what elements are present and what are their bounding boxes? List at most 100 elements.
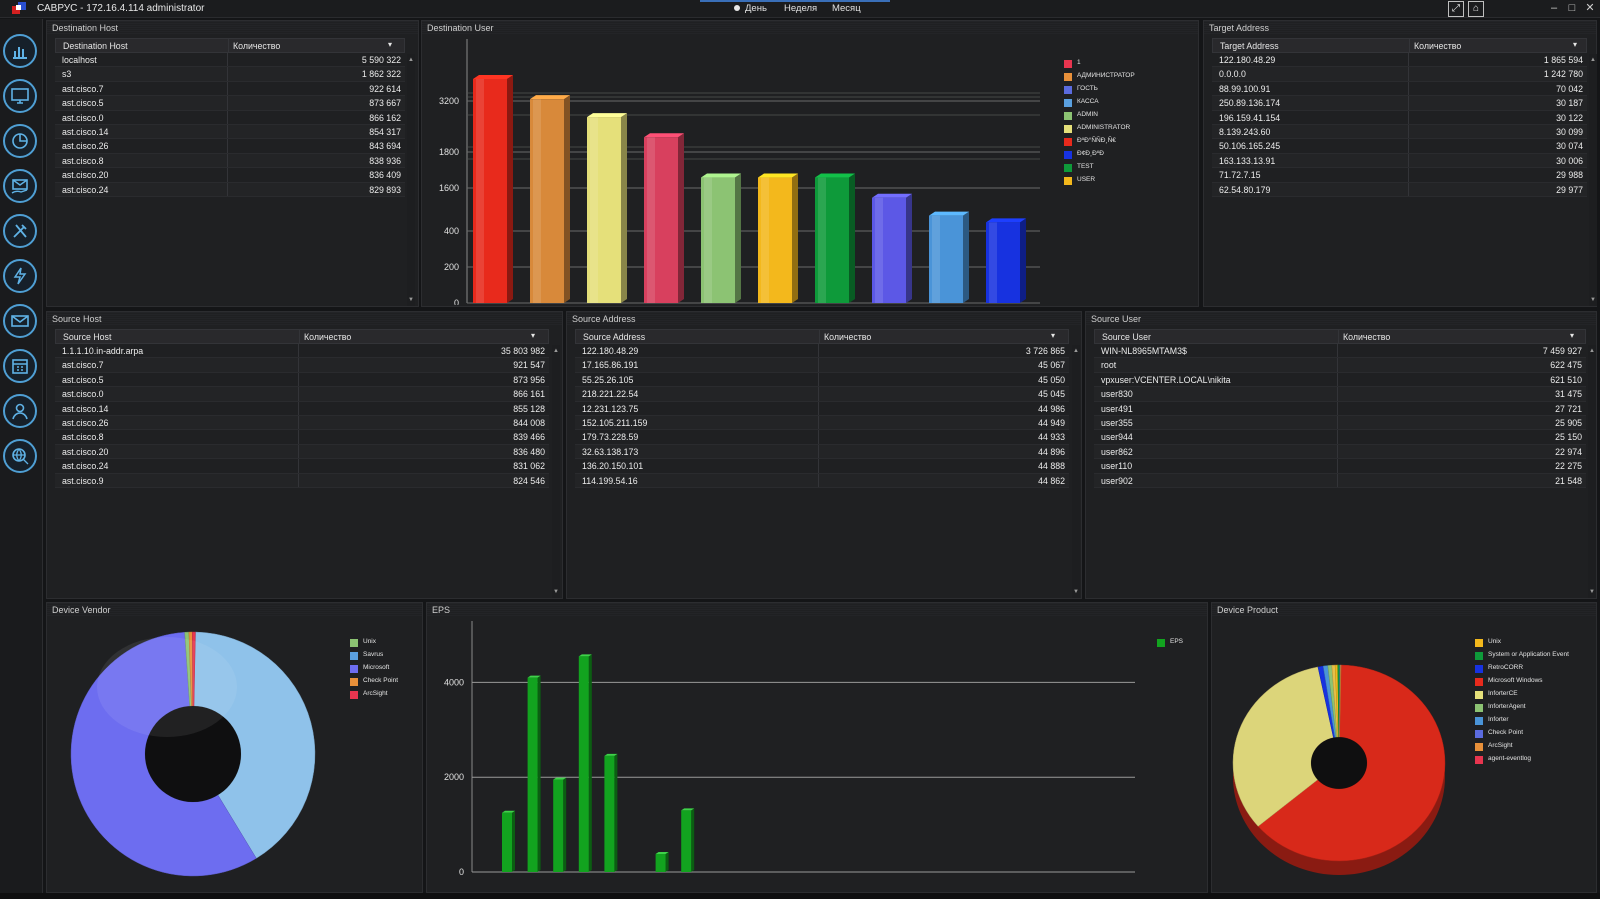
close-button[interactable]: ✕: [1585, 2, 1595, 14]
sidebar-item-mail[interactable]: [3, 304, 37, 338]
table-row[interactable]: vpxuser:VCENTER.LOCAL\nikita 621 510: [1094, 372, 1586, 388]
maximize-button[interactable]: □: [1568, 2, 1576, 14]
scrollbar[interactable]: ▲ ▼: [1589, 54, 1597, 306]
period-day-option[interactable]: День: [745, 3, 767, 14]
table-row[interactable]: root 622 475: [1094, 358, 1586, 373]
sidebar-item-schedule[interactable]: [3, 349, 37, 383]
sidebar-item-dashboards[interactable]: [3, 124, 37, 158]
user-icon: [12, 403, 28, 420]
table-row[interactable]: 179.73.228.59 44 933: [575, 430, 1069, 445]
table-row[interactable]: ast.cisco.0 866 161: [55, 387, 549, 402]
scroll-up-icon[interactable]: ▲: [1590, 57, 1596, 63]
table-row[interactable]: ast.cisco.20 836 409: [55, 168, 405, 183]
scroll-down-icon[interactable]: ▼: [1589, 589, 1595, 595]
table-row[interactable]: 114.199.54.16 44 862: [575, 473, 1069, 488]
table-row[interactable]: 250.89.136.174 30 187: [1212, 96, 1587, 111]
scroll-up-icon[interactable]: ▲: [1073, 348, 1079, 354]
scroll-down-icon[interactable]: ▼: [553, 589, 559, 595]
table-row[interactable]: user944 25 150: [1094, 430, 1586, 445]
table-row[interactable]: ast.cisco.14 854 317: [55, 124, 405, 140]
table-row[interactable]: 136.20.150.101 44 888: [575, 459, 1069, 474]
column-header-source-host[interactable]: Source Host: [63, 332, 112, 342]
sidebar-item-notifications[interactable]: [3, 169, 37, 203]
table-row[interactable]: ast.cisco.20 836 480: [55, 444, 549, 460]
sort-desc-icon[interactable]: ▾: [388, 40, 393, 49]
period-month-option[interactable]: Месяц: [832, 3, 861, 14]
table-row[interactable]: 163.133.13.91 30 006: [1212, 153, 1587, 169]
table-row[interactable]: s3 1 862 322: [55, 67, 405, 82]
table-row[interactable]: 71.72.7.15 29 988: [1212, 168, 1587, 183]
table-row[interactable]: user862 22 974: [1094, 444, 1586, 460]
fullscreen-icon[interactable]: ⤢: [1448, 1, 1464, 17]
table-row[interactable]: 50.106.165.245 30 074: [1212, 139, 1587, 154]
column-header-count[interactable]: Количество: [1414, 41, 1462, 51]
scroll-down-icon[interactable]: ▼: [1073, 589, 1079, 595]
period-week-option[interactable]: Неделя: [784, 3, 818, 14]
table-row[interactable]: 0.0.0.0 1 242 780: [1212, 67, 1587, 82]
scrollbar[interactable]: ▲ ▼: [1588, 345, 1596, 598]
table-row[interactable]: user355 25 905: [1094, 415, 1586, 431]
table-row[interactable]: ast.cisco.26 843 694: [55, 139, 405, 154]
table-row[interactable]: 196.159.41.154 30 122: [1212, 110, 1587, 125]
sidebar-item-settings[interactable]: [3, 214, 37, 248]
sidebar-item-users[interactable]: [3, 394, 37, 428]
sort-desc-icon[interactable]: ▾: [531, 331, 536, 340]
table-row[interactable]: ast.cisco.24 829 893: [55, 182, 405, 197]
table-row[interactable]: 122.180.48.29 1 865 594: [1212, 53, 1587, 68]
home-icon[interactable]: ⌂: [1468, 1, 1484, 17]
sort-desc-icon[interactable]: ▾: [1573, 40, 1578, 49]
table-row[interactable]: ast.cisco.8 838 936: [55, 153, 405, 169]
table-row[interactable]: ast.cisco.5 873 667: [55, 96, 405, 111]
table-row[interactable]: user491 27 721: [1094, 401, 1586, 416]
sidebar-item-reports[interactable]: [3, 34, 37, 68]
table-row[interactable]: 88.99.100.91 70 042: [1212, 81, 1587, 97]
scroll-up-icon[interactable]: ▲: [553, 348, 559, 354]
table-row[interactable]: ast.cisco.24 831 062: [55, 459, 549, 474]
table-row[interactable]: user902 21 548: [1094, 473, 1586, 488]
table-row[interactable]: ast.cisco.9 824 546: [55, 473, 549, 488]
scrollbar[interactable]: ▲ ▼: [407, 54, 415, 306]
table-row[interactable]: ast.cisco.8 839 466: [55, 430, 549, 445]
scrollbar[interactable]: ▲ ▼: [1072, 345, 1080, 598]
column-header-count[interactable]: Количество: [1343, 332, 1391, 342]
table-row[interactable]: 1.1.1.10.in-addr.arpa 35 803 982: [55, 344, 549, 359]
table-row[interactable]: ast.cisco.5 873 956: [55, 372, 549, 388]
table-row[interactable]: 218.221.22.54 45 045: [575, 387, 1069, 402]
scroll-down-icon[interactable]: ▼: [408, 297, 414, 303]
column-header-source-user[interactable]: Source User: [1102, 332, 1151, 342]
column-header-target-address[interactable]: Target Address: [1220, 41, 1279, 51]
table-row[interactable]: 122.180.48.29 3 726 865: [575, 344, 1069, 359]
column-header-count[interactable]: Количество: [824, 332, 872, 342]
sort-desc-icon[interactable]: ▾: [1570, 331, 1575, 340]
table-row[interactable]: user110 22 275: [1094, 459, 1586, 474]
table-row[interactable]: WIN-NL8965MTAM3$ 7 459 927: [1094, 344, 1586, 359]
table-row[interactable]: 32.63.138.173 44 896: [575, 444, 1069, 460]
scroll-down-icon[interactable]: ▼: [1590, 297, 1596, 303]
table-row[interactable]: 12.231.123.75 44 986: [575, 401, 1069, 416]
column-header-count[interactable]: Количество: [304, 332, 352, 342]
column-header-source-address[interactable]: Source Address: [583, 332, 646, 342]
table-row[interactable]: ast.cisco.0 866 162: [55, 110, 405, 125]
cell-name: user944: [1101, 432, 1133, 443]
table-row[interactable]: ast.cisco.7 921 547: [55, 358, 549, 373]
table-row[interactable]: 8.139.243.60 30 099: [1212, 124, 1587, 140]
scroll-up-icon[interactable]: ▲: [408, 57, 414, 63]
table-row[interactable]: 17.165.86.191 45 067: [575, 358, 1069, 373]
table-row[interactable]: user830 31 475: [1094, 387, 1586, 402]
scroll-up-icon[interactable]: ▲: [1589, 348, 1595, 354]
scrollbar[interactable]: ▲ ▼: [552, 345, 560, 598]
column-header-destination-host[interactable]: Destination Host: [63, 41, 128, 51]
table-row[interactable]: ast.cisco.14 855 128: [55, 401, 549, 416]
column-header-count[interactable]: Количество: [233, 41, 281, 51]
table-row[interactable]: 152.105.211.159 44 949: [575, 415, 1069, 431]
table-row[interactable]: 55.25.26.105 45 050: [575, 372, 1069, 388]
table-row[interactable]: ast.cisco.26 844 008: [55, 415, 549, 431]
table-row[interactable]: ast.cisco.7 922 614: [55, 81, 405, 97]
table-row[interactable]: 62.54.80.179 29 977: [1212, 182, 1587, 197]
table-row[interactable]: localhost 5 590 322: [55, 53, 405, 68]
sidebar-item-events[interactable]: [3, 259, 37, 293]
sidebar-item-monitoring[interactable]: [3, 79, 37, 113]
sort-desc-icon[interactable]: ▾: [1051, 331, 1056, 340]
sidebar-item-search[interactable]: [3, 439, 37, 473]
minimize-button[interactable]: –: [1550, 2, 1558, 14]
